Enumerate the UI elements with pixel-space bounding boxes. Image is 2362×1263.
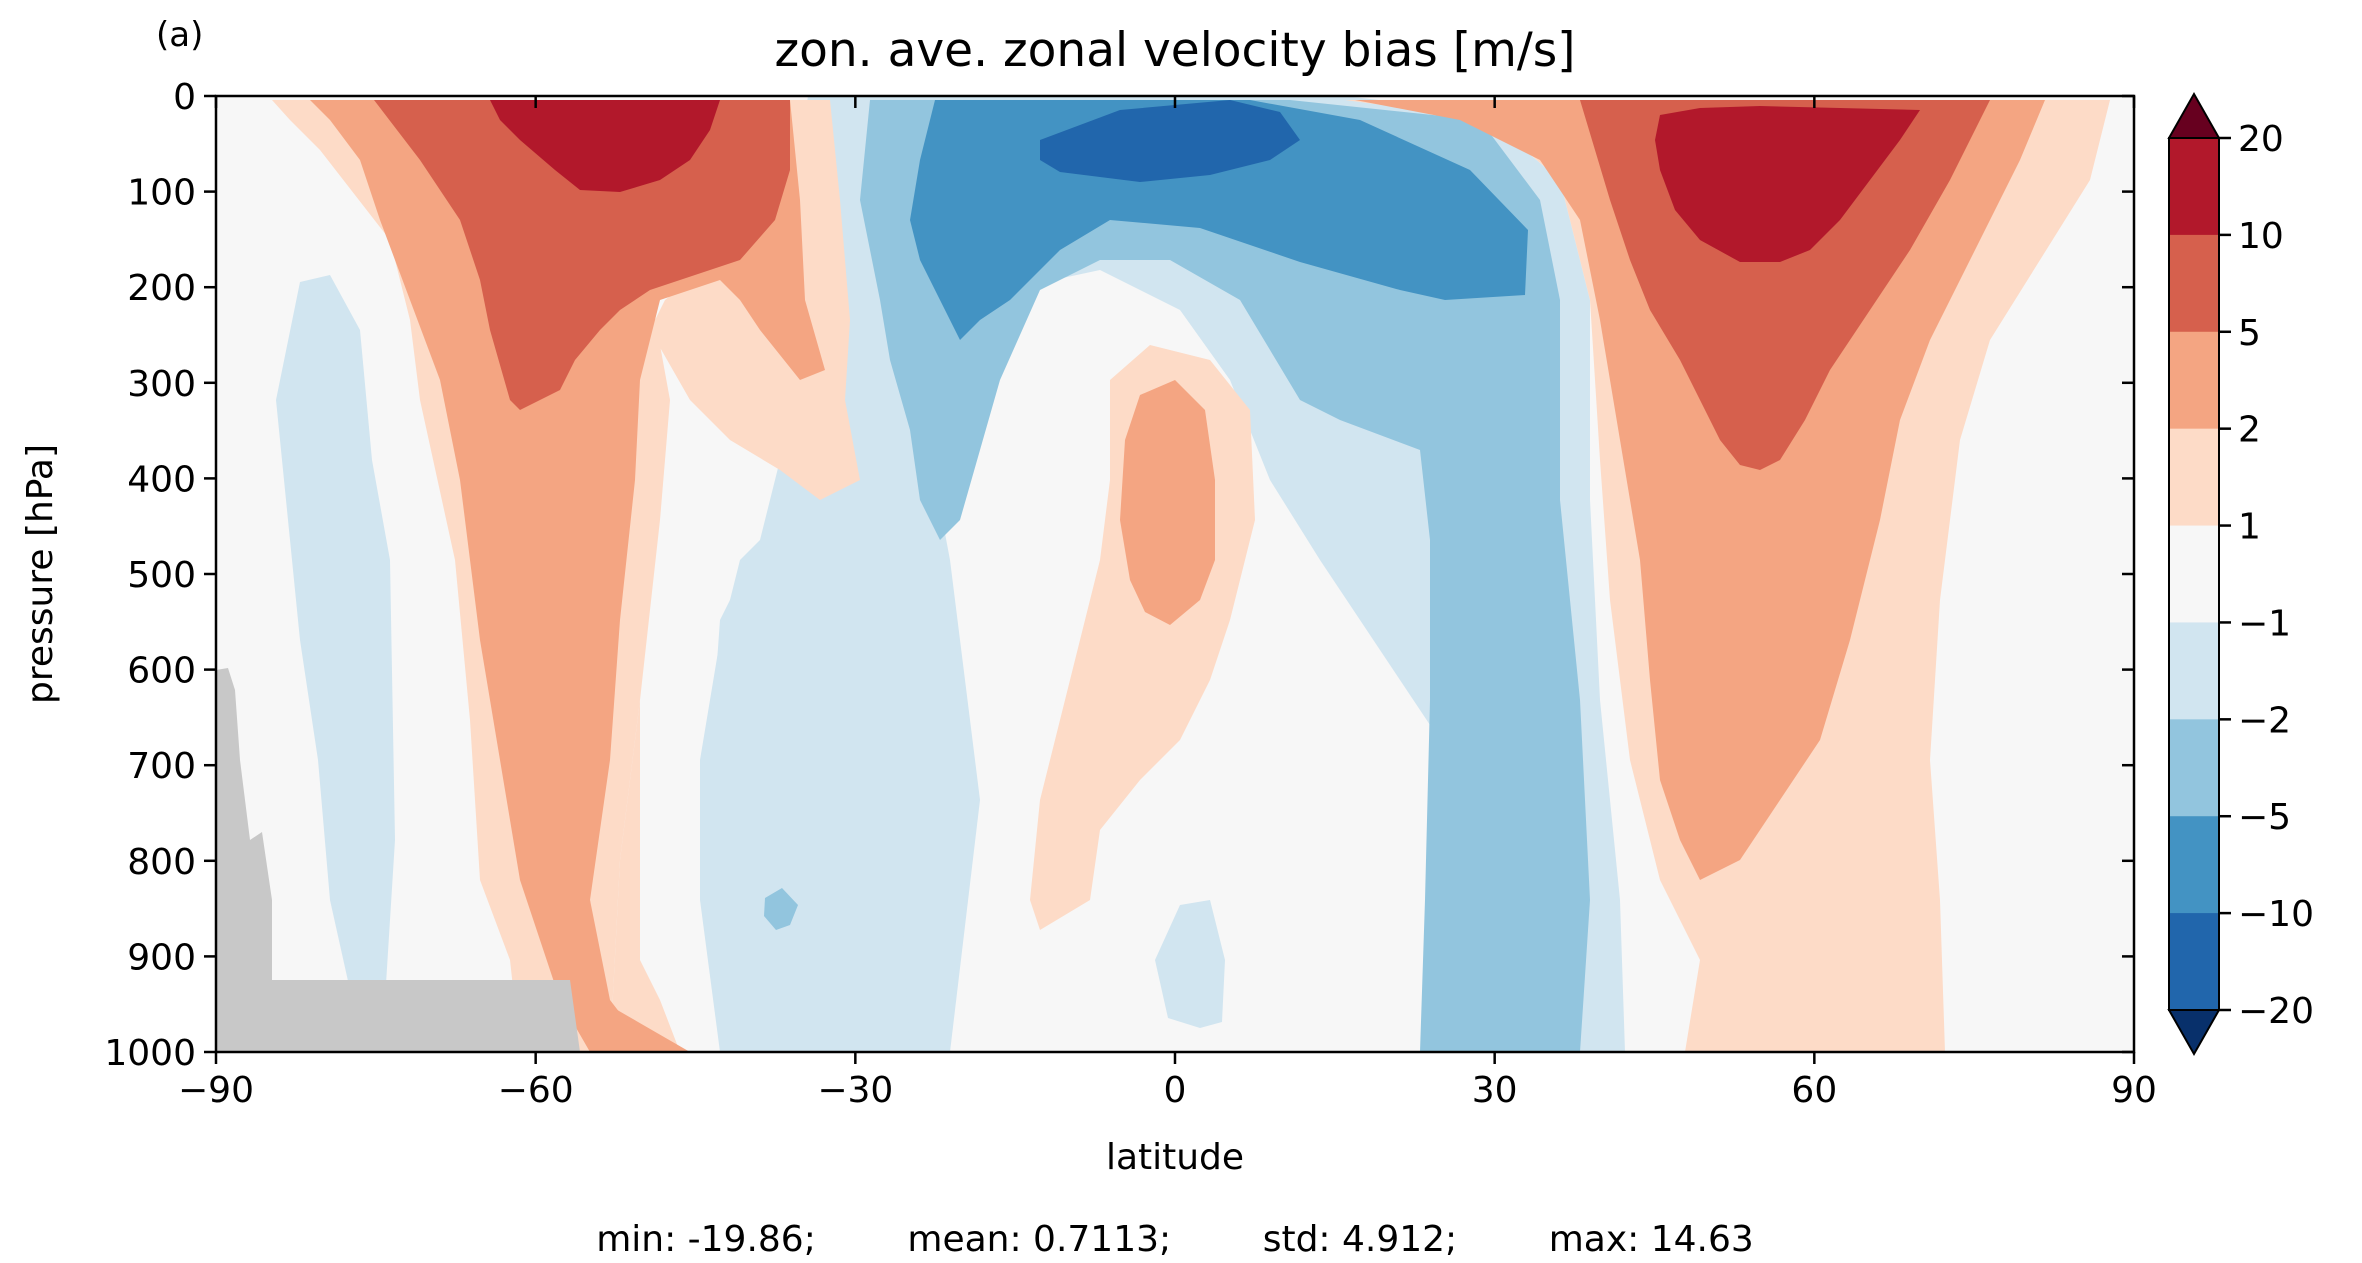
band-pos2-5-west: [310, 100, 825, 1052]
topography-mask: [216, 668, 580, 1052]
y-tick-label: 400: [127, 459, 196, 500]
x-axis-label: latitude: [1106, 1137, 1244, 1178]
colorbar-band: [2169, 622, 2219, 720]
colorbar-tick-label: −20: [2238, 991, 2314, 1032]
band-neg1-neg2-surface-eq: [1155, 900, 1225, 1028]
y-tick-label: 800: [127, 842, 196, 883]
colorbar-tick-label: 10: [2238, 216, 2284, 257]
y-tick-label: 700: [127, 746, 196, 787]
colorbar-band: [2169, 138, 2219, 236]
y-tick-label: 900: [127, 937, 196, 978]
colorbar-tick-label: 5: [2238, 313, 2261, 354]
colorbar-extend-min: [2167, 1009, 2221, 1057]
band-neg1-neg2-subtrop: [700, 540, 910, 1052]
y-axis-label: pressure [hPa]: [20, 444, 61, 704]
x-tick-label: 0: [1164, 1070, 1187, 1111]
colorbar-tick-label: 1: [2238, 507, 2261, 548]
colorbar-tick-label: 20: [2238, 119, 2284, 160]
band-pos5-10-south: [374, 100, 790, 410]
band-pos2-5-surface-west: [590, 900, 650, 1052]
y-tick-label: 0: [173, 77, 196, 118]
colorbar-tick-label: −10: [2238, 894, 2314, 935]
y-tick-label: 200: [127, 268, 196, 309]
x-tick-label: −90: [178, 1070, 254, 1111]
x-tick-label: 30: [1472, 1070, 1518, 1111]
band-neg2-neg5: [860, 100, 1590, 1052]
band-neg10-neg20: [1040, 100, 1300, 182]
chart-title: zon. ave. zonal velocity bias [m/s]: [774, 23, 1575, 78]
colorbar-tick-label: 2: [2238, 410, 2261, 451]
band-neg2-neg5-spot: [764, 888, 798, 930]
x-tick-label: −30: [817, 1070, 893, 1111]
colorbar-band: [2169, 816, 2219, 914]
colorbar-tick-label: −1: [2238, 603, 2291, 644]
y-tick-label: 100: [127, 173, 196, 214]
colorbar-extend-max: [2167, 91, 2221, 139]
band-pos2-5-equator: [1120, 380, 1215, 625]
colorbar-band: [2169, 428, 2219, 527]
colorbar-tick-label: −5: [2238, 797, 2291, 838]
colorbar-tick-label: −2: [2238, 700, 2291, 741]
band-pos10-20-north: [1655, 106, 1920, 262]
colorbar-frame: [2168, 137, 2220, 1011]
colorbar-band: [2169, 525, 2219, 623]
stats-line: min: -19.86; mean: 0.7113; std: 4.912; m…: [596, 1219, 1754, 1260]
y-tick-label: 300: [127, 364, 196, 405]
y-axis: 0 100 200 300 400 500 600 700 800 900 1000: [104, 77, 2134, 1074]
band-pos1-2-midlat-se: [610, 700, 680, 1052]
colorbar-band: [2169, 234, 2219, 333]
colorbar-band: [2169, 719, 2219, 817]
plot-area: [216, 96, 2134, 1052]
colorbar-band: [2169, 913, 2219, 1011]
x-tick-label: 90: [2111, 1070, 2157, 1111]
band-neg1-neg2-sw: [276, 275, 395, 1000]
y-tick-label: 1000: [104, 1033, 196, 1074]
y-tick-label: 500: [127, 555, 196, 596]
x-axis: −90 −60 −30 0 30 60 90: [178, 96, 2157, 1111]
x-tick-label: 60: [1791, 1070, 1837, 1111]
y-tick-label: 600: [127, 651, 196, 692]
colorbar: 20 10 5 2 1 −1 −2 −5 −10 −20: [2167, 91, 2314, 1057]
band-pos10-20-south: [490, 100, 720, 192]
x-tick-label: −60: [498, 1070, 574, 1111]
panel-label: (a): [156, 15, 203, 55]
colorbar-band: [2169, 331, 2219, 430]
